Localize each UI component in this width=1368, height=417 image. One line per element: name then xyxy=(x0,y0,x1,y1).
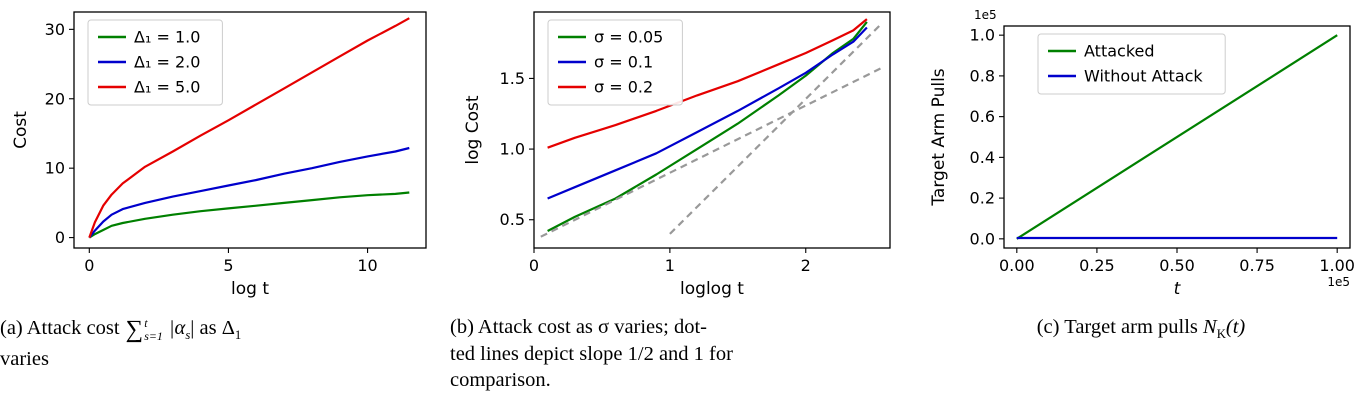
x-tick-label: 0.25 xyxy=(1079,256,1115,275)
y-tick-label: 0.8 xyxy=(970,66,995,85)
caption-a-line2: varies xyxy=(0,347,49,370)
y-offset-label: 1e5 xyxy=(974,8,997,22)
y-tick-label: 0.6 xyxy=(970,107,995,126)
summation-symbol: ∑ t s=1 xyxy=(125,315,163,343)
y-tick-label: 0.0 xyxy=(970,229,995,248)
x-tick-label: 0.75 xyxy=(1239,256,1275,275)
x-axis-label: log t xyxy=(231,279,269,299)
series-reference-dashed xyxy=(540,67,881,238)
caption-b-line1: (b) Attack cost as σ varies; dot- xyxy=(450,316,707,338)
series-Attacked xyxy=(1016,34,1338,240)
y-tick-label: 0.5 xyxy=(500,210,525,229)
legend-label: σ = 0.05 xyxy=(594,28,663,47)
panel-b: 0 1 2 0.5 1.0 1.5 loglog t log Cost σ = 0.05 σ = … xyxy=(450,2,908,394)
legend-label: σ = 0.1 xyxy=(594,53,653,72)
legend-label: Δ₁ = 5.0 xyxy=(134,78,200,97)
caption-b-line3: comparison. xyxy=(450,369,551,392)
series-Δ₁ = 5.0 xyxy=(88,17,410,238)
caption-b-line2: ted lines depict slope 1/2 and 1 for xyxy=(450,342,733,365)
series-σ = 0.05 xyxy=(547,21,868,232)
series-Δ₁ = 1.0 xyxy=(88,191,410,239)
x-tick-label: 0 xyxy=(529,256,539,275)
caption-c-math: NK(t) xyxy=(1203,316,1246,342)
y-tick-label: 0.2 xyxy=(970,189,995,208)
y-tick-label: 10 xyxy=(45,159,65,178)
x-tick-label: 2 xyxy=(801,256,811,275)
legend-label: Δ₁ = 2.0 xyxy=(134,53,200,72)
legend-label: Attacked xyxy=(1084,42,1155,61)
caption-a-prefix: (a) Attack cost xyxy=(0,317,120,339)
series-reference-dashed xyxy=(669,23,882,235)
panel-a: 0 5 10 0 10 20 30 log t Cost Δ₁ = 1.0 Δ₁ = 2.0 Δ₁ =… xyxy=(0,2,442,373)
legend-label: Δ₁ = 1.0 xyxy=(134,28,200,47)
legend-box xyxy=(547,19,683,106)
legend-box xyxy=(1037,33,1226,95)
legend: Δ₁ = 1.0 Δ₁ = 2.0 Δ₁ = 5.0 xyxy=(87,19,223,106)
caption-c-prefix: (c) Target arm pulls xyxy=(1036,316,1198,338)
legend-label: Without Attack xyxy=(1084,67,1203,86)
y-tick-label: 1.5 xyxy=(500,69,525,88)
x-offset-label: 1e5 xyxy=(1327,275,1350,289)
x-tick-label: 5 xyxy=(223,256,233,275)
chart-svg-2: 0.00 0.25 0.50 0.75 1.00 0.0 0.2 0.4 0.6 0.8 1.0 t T… xyxy=(929,8,1355,299)
legend: σ = 0.05 σ = 0.1 σ = 0.2 xyxy=(547,19,683,106)
caption-c: (c) Target arm pulls NK(t) xyxy=(916,314,1366,343)
y-tick-label: 20 xyxy=(45,89,65,108)
series-σ = 0.1 xyxy=(547,26,868,200)
x-tick-label: 0.50 xyxy=(1159,256,1195,275)
y-axis-label: Target Arm Pulls xyxy=(929,68,949,206)
x-axis-label: loglog t xyxy=(680,279,744,299)
legend-box xyxy=(87,19,223,106)
series-Δ₁ = 2.0 xyxy=(88,146,410,239)
x-axis-label: t xyxy=(1174,279,1182,299)
y-tick-label: 1.0 xyxy=(970,26,995,45)
y-tick-label: 0 xyxy=(55,228,65,247)
series-σ = 0.2 xyxy=(547,18,868,149)
x-tick-label: 0.00 xyxy=(999,256,1035,275)
caption-a: (a) Attack cost ∑ t s=1 |αs| as Δ1 varies xyxy=(0,314,348,373)
x-tick-label: 1 xyxy=(665,256,675,275)
x-tick-label: 10 xyxy=(357,256,377,275)
legend: Attacked Without Attack xyxy=(1037,33,1226,95)
figure-row: 0 5 10 0 10 20 30 log t Cost Δ₁ = 1.0 Δ₁ = 2.0 Δ₁ =… xyxy=(0,2,1366,394)
y-tick-label: 0.4 xyxy=(970,148,995,167)
legend-label: σ = 0.2 xyxy=(594,78,653,97)
caption-b: (b) Attack cost as σ varies; dot- ted li… xyxy=(450,314,802,394)
y-axis-label: Cost xyxy=(11,111,31,149)
x-tick-label: 0 xyxy=(84,256,94,275)
y-axis-label: log Cost xyxy=(463,95,483,164)
chart-a: 0 5 10 0 10 20 30 log t Cost Δ₁ = 1.0 Δ₁ = 2.0 Δ₁ =… xyxy=(0,2,442,308)
chart-c: 0.00 0.25 0.50 0.75 1.00 0.0 0.2 0.4 0.6 0.8 1.0 t T… xyxy=(916,2,1366,308)
chart-b: 0 1 2 0.5 1.0 1.5 loglog t log Cost σ = 0.05 σ = … xyxy=(450,2,908,308)
caption-a-alpha: |αs| as Δ1 xyxy=(168,317,242,343)
y-tick-label: 30 xyxy=(45,20,65,39)
y-tick-label: 1.0 xyxy=(500,140,525,159)
panel-c: 0.00 0.25 0.50 0.75 1.00 0.0 0.2 0.4 0.6 0.8 1.0 t T… xyxy=(916,2,1366,343)
x-tick-label: 1.00 xyxy=(1319,256,1355,275)
